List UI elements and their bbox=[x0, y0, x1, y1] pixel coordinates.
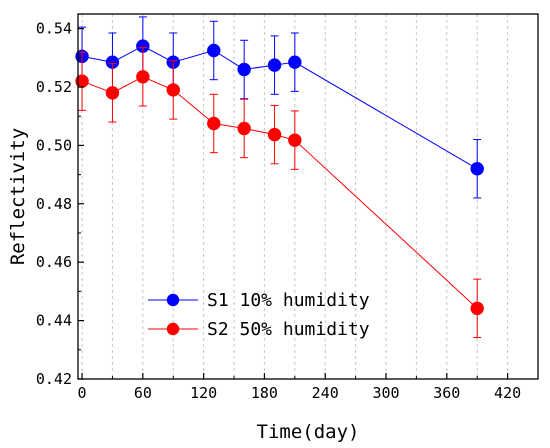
y-tick-label: 0.52 bbox=[36, 78, 72, 96]
series-group bbox=[75, 16, 484, 339]
y-axis-title: Reflectivity bbox=[7, 128, 29, 265]
x-tick-label: 60 bbox=[134, 384, 152, 402]
plot-frame bbox=[77, 13, 539, 380]
series bbox=[75, 16, 484, 199]
legend-marker bbox=[166, 293, 180, 307]
data-point bbox=[237, 121, 251, 136]
data-point bbox=[288, 55, 302, 69]
data-point bbox=[288, 133, 302, 147]
y-tick-label: 0.42 bbox=[36, 370, 72, 388]
x-tick-label: 180 bbox=[251, 384, 278, 402]
legend-label: S2 50% humidity bbox=[207, 319, 370, 340]
legend: S1 10% humidity S2 50% humidity bbox=[148, 290, 370, 340]
x-tick-label: 420 bbox=[494, 384, 521, 402]
y-tick-label: 0.48 bbox=[36, 195, 72, 213]
data-point bbox=[105, 86, 120, 100]
x-axis-title: Time(day) bbox=[257, 421, 360, 443]
series bbox=[75, 47, 484, 339]
series-line bbox=[81, 76, 478, 309]
y-tick-label: 0.46 bbox=[36, 253, 72, 271]
data-point bbox=[267, 58, 282, 72]
axes: 0 60 120 180 240 300 360 420 0.42 0.44 0.46 0.48 0.5… bbox=[36, 20, 521, 402]
x-tick-label: 300 bbox=[372, 384, 399, 402]
y-tick-label: 0.44 bbox=[36, 312, 72, 330]
data-point bbox=[136, 70, 150, 84]
data-point bbox=[470, 162, 484, 176]
data-point bbox=[470, 301, 484, 316]
data-point bbox=[267, 127, 282, 142]
y-tick-label: 0.54 bbox=[36, 20, 72, 38]
x-tick-label: 240 bbox=[312, 384, 339, 402]
x-tick-label: 0 bbox=[78, 384, 87, 402]
data-point bbox=[207, 43, 221, 58]
data-point bbox=[166, 83, 180, 97]
data-point bbox=[237, 62, 251, 77]
legend-marker bbox=[166, 322, 180, 336]
legend-label: S1 10% humidity bbox=[207, 290, 370, 311]
x-tick-label: 120 bbox=[190, 384, 217, 402]
data-point bbox=[207, 116, 221, 131]
y-tick-label: 0.50 bbox=[36, 136, 72, 154]
x-tick-label: 360 bbox=[433, 384, 460, 402]
